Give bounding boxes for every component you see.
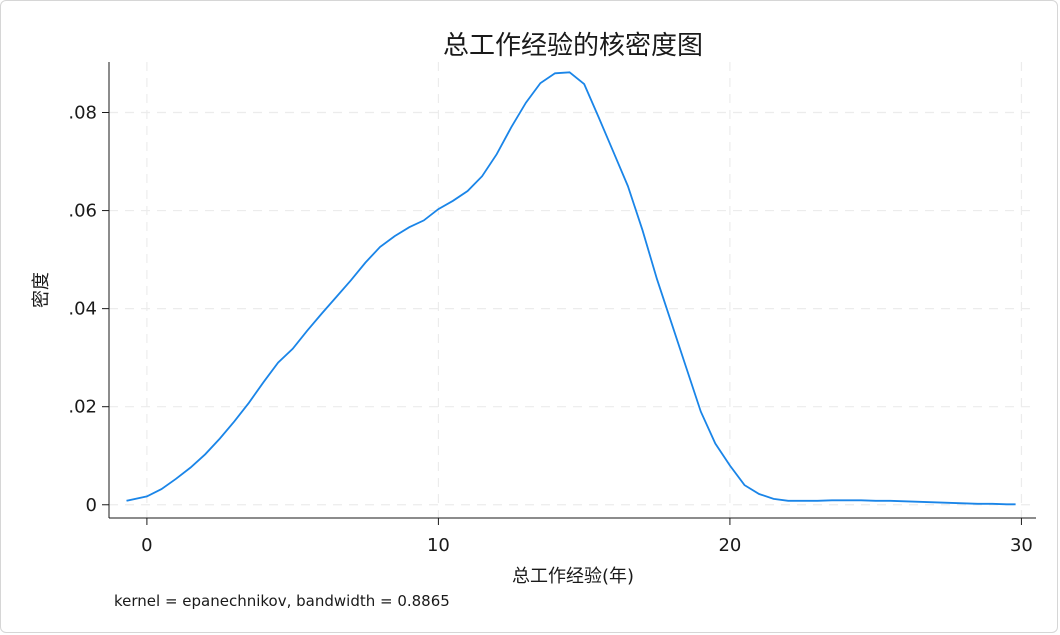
- chart-title: 总工作经验的核密度图: [443, 31, 703, 61]
- x-tick-label: 20: [718, 535, 741, 556]
- y-tick-label: 0: [86, 495, 97, 516]
- x-tick-label: 0: [141, 535, 152, 556]
- density-line: [126, 71, 1016, 506]
- x-tick-label: 30: [1010, 535, 1033, 556]
- y-tick-label: .02: [68, 397, 97, 418]
- x-axis-label: 总工作经验(年): [512, 566, 634, 587]
- y-tick-label: .06: [68, 201, 97, 222]
- kernel-note: kernel = epanechnikov, bandwidth = 0.886…: [114, 592, 450, 610]
- y-tick-label: .04: [68, 299, 97, 320]
- y-axis-label: 密度: [31, 272, 52, 308]
- y-tick-label: .08: [68, 103, 97, 124]
- x-axis-ticks: 0 10 20 30: [141, 518, 1033, 556]
- y-axis-ticks: 0 .02 .04 .06 .08: [68, 103, 109, 516]
- grid: [109, 62, 1036, 518]
- x-tick-label: 10: [427, 535, 450, 556]
